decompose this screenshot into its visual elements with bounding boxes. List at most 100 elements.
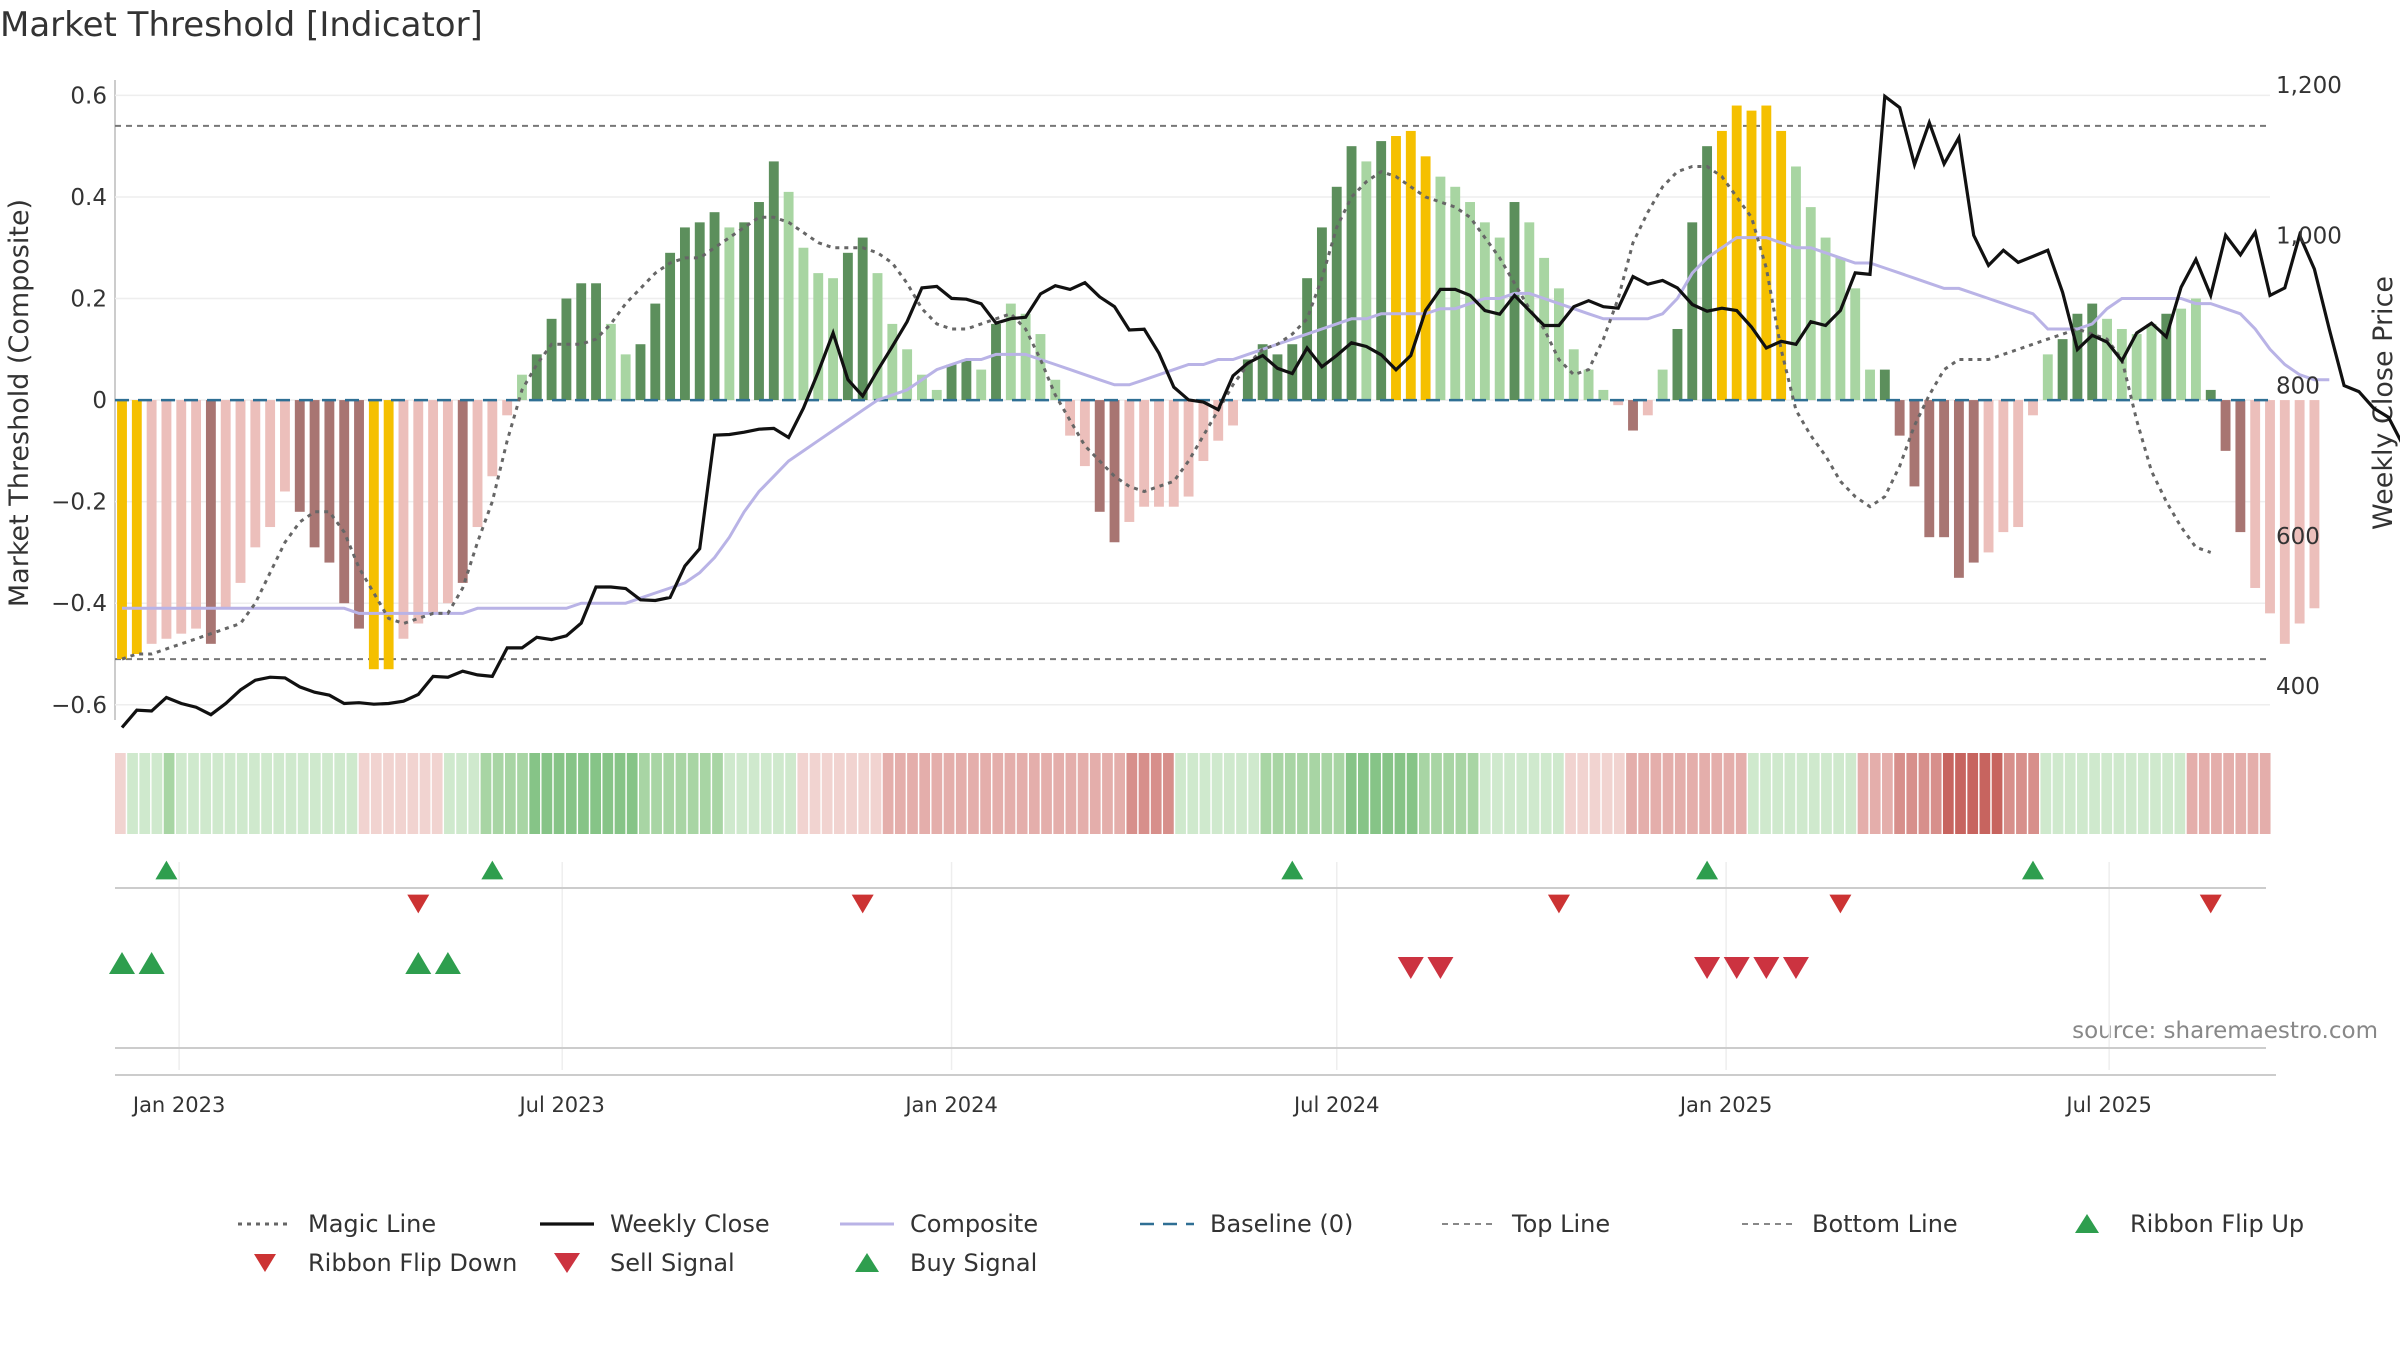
ribbon-cell (200, 753, 212, 834)
ribbon-cell (614, 753, 626, 834)
y2-tick-label: 1,000 (2276, 223, 2342, 249)
histogram-bar (131, 400, 142, 654)
histogram-bar (1168, 400, 1179, 507)
histogram-bar (961, 359, 972, 401)
ribbon-cell (1175, 753, 1186, 834)
histogram-bar (1035, 334, 1046, 401)
histogram-bar (1968, 400, 1979, 563)
ribbon-cell (212, 753, 224, 834)
ribbon-cell (1199, 753, 1211, 834)
ribbon-cell (1613, 753, 1625, 834)
ribbon-cell (1821, 753, 1832, 834)
axes: −0.6 −0.4 −0.2 0 0.2 0.4 0.6 400 600 800 1,000 1,20… (51, 73, 2342, 1117)
histogram-bar (457, 400, 468, 583)
y2-tick-label: 400 (2276, 674, 2320, 700)
ribbon-cell (2223, 753, 2234, 834)
ribbon-cell (663, 753, 675, 834)
histogram-bar (2250, 400, 2261, 588)
histogram-bar (250, 400, 261, 548)
ribbon-cell (1882, 753, 1893, 834)
histogram-bar (339, 400, 350, 604)
y2-axis-label: Weekly Close Price (2368, 276, 2399, 530)
ribbon-flip-down-marker (851, 894, 874, 914)
ribbon-cell (834, 753, 845, 834)
ribbon-cell (1309, 753, 1320, 834)
ribbon-cell (1784, 753, 1796, 834)
ribbon-cell (1370, 753, 1381, 834)
histogram-bar (2116, 328, 2127, 401)
ribbon-cell (602, 753, 614, 834)
histogram-bar (931, 389, 942, 401)
y2-tick-label: 800 (2276, 374, 2320, 400)
histogram-bar (2279, 400, 2290, 644)
histogram-bar (1909, 400, 1920, 487)
ribbon-cell (1321, 753, 1333, 834)
ribbon-cell (1102, 753, 1113, 834)
ribbon-cell (907, 753, 918, 834)
histogram-bar (1109, 400, 1120, 543)
histogram (117, 105, 2320, 670)
histogram-bar (1154, 400, 1164, 507)
histogram-bar (1050, 379, 1061, 401)
histogram-bar (724, 227, 735, 401)
ribbon-cell (1272, 753, 1284, 834)
ribbon-cell (346, 753, 358, 834)
histogram-bar (1094, 400, 1105, 512)
ribbon-cell (1406, 753, 1418, 834)
ribbon-flip-up-marker (1281, 860, 1304, 880)
histogram-bar (1598, 389, 1609, 401)
histogram-bar (161, 400, 172, 639)
ribbon-cell (1772, 753, 1784, 834)
ribbon-cell (748, 753, 760, 834)
ribbon-cell (1638, 753, 1650, 834)
ribbon-cell (2064, 753, 2076, 834)
histogram-bar (1376, 141, 1387, 401)
histogram-bar (1228, 400, 1238, 426)
histogram-bar (220, 400, 231, 609)
ribbon-cell (2150, 753, 2161, 834)
histogram-bar (1302, 278, 1313, 401)
histogram-bar (1716, 130, 1727, 401)
ribbon-flip-down-marker (1547, 894, 1570, 914)
histogram-bar (2057, 339, 2068, 401)
ribbon-cell (870, 753, 882, 834)
histogram-bar (1568, 349, 1579, 401)
histogram-bar (413, 400, 424, 624)
histogram-bar (1005, 303, 1016, 401)
ribbon-cell (724, 753, 736, 834)
ribbon-cell (1418, 753, 1430, 834)
histogram-bar (428, 400, 439, 614)
histogram-bar (2028, 400, 2038, 416)
ribbon-flip-up-marker (1696, 860, 1719, 880)
histogram-bar (635, 344, 646, 401)
ribbon-cell (919, 753, 931, 834)
ribbon (115, 753, 2271, 834)
histogram-bar (531, 354, 542, 401)
sell-signal-marker (1753, 956, 1780, 980)
ribbon-cell (1991, 753, 2003, 834)
ribbon-cell (1979, 753, 1991, 834)
ribbon-cell (712, 753, 723, 834)
histogram-bar (146, 400, 157, 644)
ribbon-flip-up-marker (2021, 860, 2044, 880)
histogram-bar (294, 400, 305, 512)
ribbon-cell (1467, 753, 1479, 834)
ribbon-cell (383, 753, 394, 834)
ribbon-cell (2040, 753, 2052, 834)
ribbon-cell (1114, 753, 1126, 834)
ribbon-cell (370, 753, 382, 834)
histogram-bar (1020, 313, 1031, 401)
histogram-bar (1657, 369, 1668, 401)
ribbon-cell (285, 753, 297, 834)
histogram-bar (1628, 400, 1638, 431)
ribbon-cell (1358, 753, 1369, 834)
histogram-bar (665, 252, 676, 401)
y-tick-label: 0.4 (70, 185, 107, 211)
histogram-bar (2102, 318, 2112, 401)
ribbon-cell (1711, 753, 1723, 834)
x-tick-label: Jul 2023 (517, 1093, 604, 1117)
histogram-bar (887, 323, 898, 401)
histogram-bar (472, 400, 483, 528)
ribbon-cell (894, 753, 906, 834)
